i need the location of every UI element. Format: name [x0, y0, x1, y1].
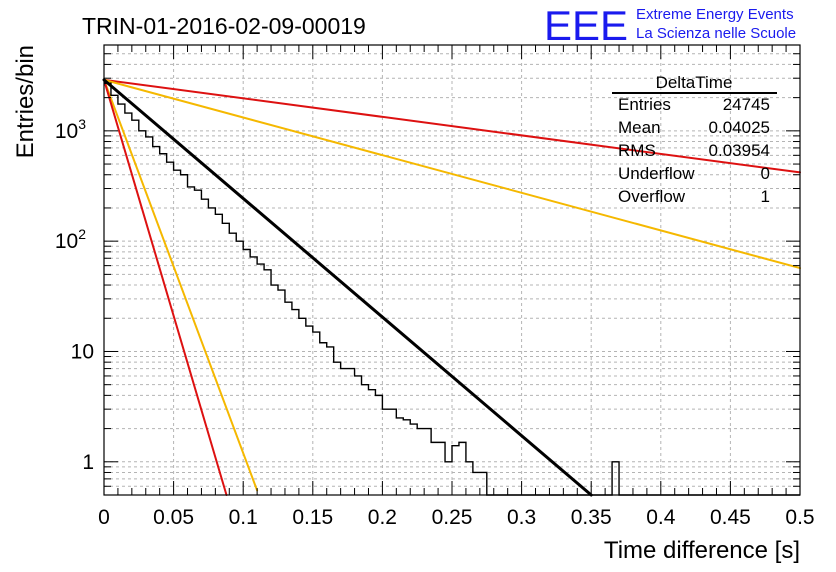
plot-title: TRIN-01-2016-02-09-00019 [82, 13, 366, 39]
stats-label: Mean [618, 118, 661, 137]
stats-label: Overflow [618, 187, 686, 206]
y-tick-exponent: 2 [78, 226, 86, 242]
stats-box: DeltaTime Entries 24745 Mean 0.04025 RMS… [612, 73, 777, 206]
y-tick-labels: 1 10 102 103 [55, 116, 94, 474]
x-tick-label: 0.15 [292, 506, 333, 529]
stats-label: Underflow [618, 164, 695, 183]
stats-label: Entries [618, 95, 671, 114]
eee-logo: EEE [544, 2, 628, 49]
y-tick-label: 102 [55, 226, 86, 253]
x-tick-labels: 0 0.05 0.1 0.15 0.2 0.25 0.3 0.35 0.4 0.45 0.5 [98, 506, 814, 529]
stats-label: RMS [618, 141, 656, 160]
y-axis-label: Entries/bin [12, 45, 39, 158]
logo-line-2: La Scienza nelle Scuole [636, 25, 796, 42]
x-tick-label: 0.4 [646, 506, 676, 529]
stats-title: DeltaTime [656, 73, 733, 92]
stats-value: 0.04025 [709, 118, 770, 137]
y-tick-label: 10 [71, 340, 94, 363]
y-tick-exponent: 3 [78, 116, 86, 132]
orange-curve [103, 78, 801, 270]
x-tick-label: 0.3 [507, 506, 536, 529]
stats-value: 0.03954 [709, 141, 770, 160]
stats-value: 1 [761, 187, 770, 206]
x-tick-label: 0.5 [785, 506, 814, 529]
axis-ticks [103, 44, 801, 496]
curves [102, 78, 801, 497]
stats-value: 24745 [723, 95, 770, 114]
logo-line-1: Extreme Energy Events [636, 6, 794, 23]
red-curve [103, 78, 228, 496]
x-tick-label: 0.05 [153, 506, 194, 529]
fit-line [102, 78, 593, 497]
orange-curve [103, 78, 259, 492]
x-tick-label: 0.45 [710, 506, 751, 529]
y-tick-label: 1 [82, 451, 94, 474]
x-tick-label: 0 [98, 506, 110, 529]
x-tick-label: 0.25 [432, 506, 473, 529]
x-tick-label: 0.35 [571, 506, 612, 529]
x-tick-label: 0.1 [229, 506, 258, 529]
stats-value: 0 [761, 164, 770, 183]
x-axis-label: Time difference [s] [604, 537, 800, 564]
y-tick-label: 103 [55, 116, 86, 143]
x-tick-label: 0.2 [368, 506, 397, 529]
grid [104, 44, 800, 496]
red-curve [103, 78, 801, 174]
